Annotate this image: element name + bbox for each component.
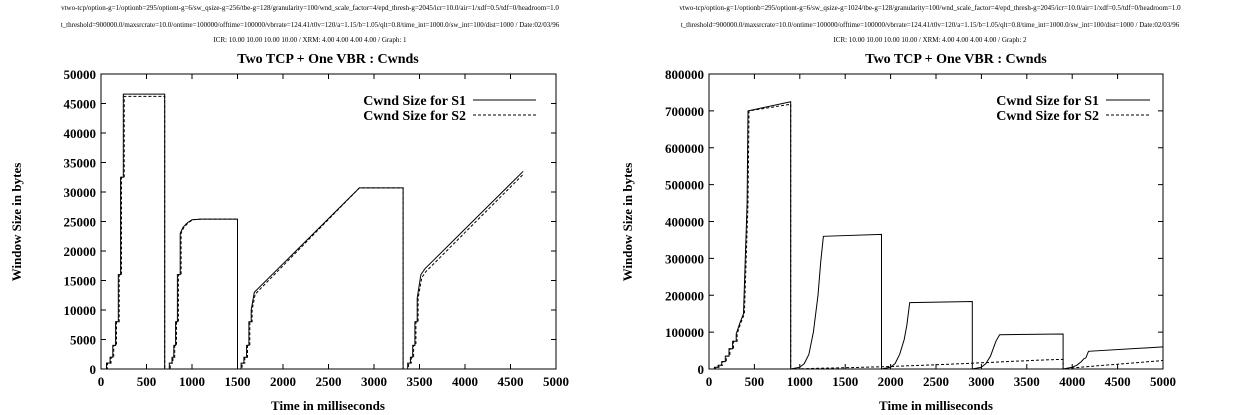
x-tick-label: 500 — [745, 374, 765, 389]
x-tick-label: 5000 — [543, 374, 569, 389]
x-tick-label: 2000 — [270, 374, 296, 389]
y-tick-label: 45000 — [64, 97, 97, 112]
chart-svg-1: Two TCP + One VBR : Cwnds 0 500 1000 1500 20… — [9, 52, 569, 413]
y-tick-label: 400000 — [665, 215, 704, 230]
legend-label-s2: Cwnd Size for S2 — [363, 109, 466, 124]
x-tick-label: 3000 — [968, 374, 994, 389]
x-tick-label: 4500 — [498, 374, 524, 389]
y-tick-label: 300000 — [665, 251, 704, 266]
y-tick-label: 40000 — [64, 126, 97, 141]
y-tick-label: 800000 — [665, 67, 704, 82]
x-tick-label: 1500 — [832, 374, 858, 389]
header-line-1: vtwo-tcp/option-g=1/optionb=295/optiont-… — [61, 4, 559, 12]
y-tick-label: 25000 — [64, 215, 97, 230]
y-tick-label: 100000 — [665, 325, 704, 340]
y-tick-label: 35000 — [64, 156, 97, 171]
y-tick-label: 600000 — [665, 141, 704, 156]
y-tick-label: 700000 — [665, 104, 704, 119]
y-tick-label: 30000 — [64, 185, 97, 200]
legend-label-s2: Cwnd Size for S2 — [996, 109, 1099, 124]
x-axis-label: Time in milliseconds — [271, 398, 385, 413]
header-line-3: ICR: 10.00 10.00 10.00 10.00 / XRM: 4.00… — [213, 36, 407, 44]
y-tick-label: 500000 — [665, 178, 704, 193]
y-tick-label: 10000 — [64, 303, 97, 318]
x-tick-label: 4500 — [1105, 374, 1131, 389]
y-tick-label: 0 — [90, 362, 97, 377]
x-tick-label: 500 — [137, 374, 157, 389]
plot-frame — [100, 73, 557, 370]
x-axis-label: Time in milliseconds — [879, 398, 993, 413]
x-tick-label: 1000 — [179, 374, 205, 389]
chart-title: Two TCP + One VBR : Cwnds — [237, 52, 419, 67]
x-tick-label: 3500 — [1014, 374, 1040, 389]
y-tick-label: 20000 — [64, 244, 97, 259]
chart-panel-2: vtwo-tcp/option-g=1/optionb=295/optiont-… — [620, 0, 1240, 415]
legend: Cwnd Size for S1 Cwnd Size for S2 — [996, 94, 1150, 124]
chart-panel-1: vtwo-tcp/option-g=1/optionb=295/optiont-… — [9, 4, 569, 413]
x-tick-label: 2000 — [878, 374, 904, 389]
x-tick-label: 2500 — [923, 374, 949, 389]
chart-svg-2: Two TCP + One VBR : Cwnds 0 500 1000 1500 20… — [620, 52, 1176, 413]
y-tick-label: 200000 — [665, 288, 704, 303]
x-tick-label: 3500 — [407, 374, 433, 389]
x-tick-label: 0 — [706, 374, 713, 389]
y-tick-label: 50000 — [64, 67, 97, 82]
series-line-s2 — [709, 103, 1164, 370]
legend-label-s1: Cwnd Size for S1 — [996, 94, 1099, 109]
series-line-s1 — [709, 101, 1164, 370]
header-line-3: ICR: 10.00 10.00 10.00 10.00 / XRM: 4.00… — [833, 36, 1027, 44]
x-tick-label: 2500 — [316, 374, 342, 389]
x-tick-label: 0 — [98, 374, 105, 389]
legend: Cwnd Size for S1 Cwnd Size for S2 — [363, 94, 536, 124]
x-tick-label: 1500 — [225, 374, 251, 389]
y-axis-label: Window Size in bytes — [620, 163, 635, 282]
x-tick-label: 3000 — [361, 374, 387, 389]
x-tick-label: 1000 — [787, 374, 813, 389]
chart-title: Two TCP + One VBR : Cwnds — [865, 52, 1047, 67]
series-line-s2 — [101, 95, 524, 370]
legend-label-s1: Cwnd Size for S1 — [363, 94, 466, 109]
x-tick-label: 5000 — [1150, 374, 1176, 389]
y-tick-label: 5000 — [70, 333, 96, 348]
x-tick-label: 4000 — [452, 374, 478, 389]
header-line-1: vtwo-tcp/option-g=1/optionb=295/optiont-… — [679, 4, 1181, 12]
y-tick-label: 15000 — [64, 274, 97, 289]
x-tick-label: 4000 — [1059, 374, 1085, 389]
y-axis-label: Window Size in bytes — [9, 163, 24, 282]
header-line-2: t_threshold=900000.0/maxsrcrate=10.0/ont… — [60, 21, 560, 29]
header-line-2: t_threshold=900000.0/maxsrcrate=10.0/ont… — [680, 21, 1180, 29]
y-tick-label: 0 — [698, 362, 705, 377]
